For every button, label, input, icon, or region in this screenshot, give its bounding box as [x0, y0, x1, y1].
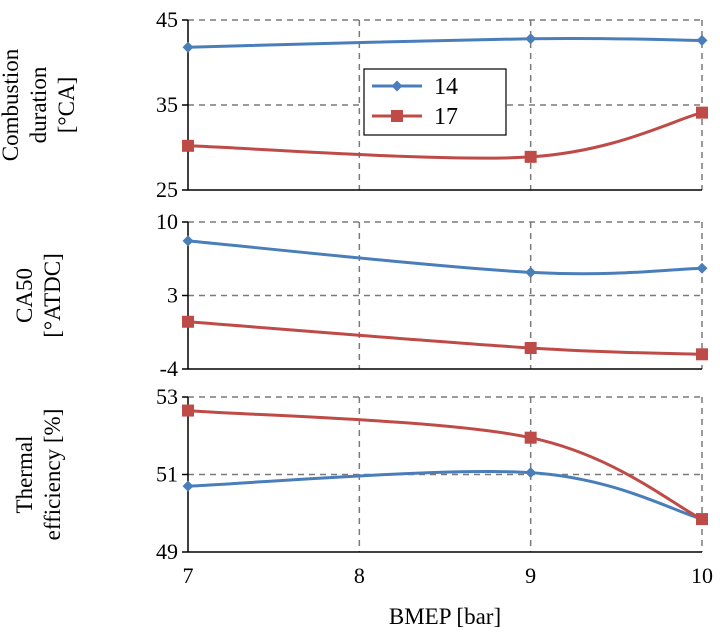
panel-2: -4 3 10 CA50 [°ATDC]	[12, 209, 708, 381]
data-point	[696, 34, 708, 46]
y-tick-label: 45	[156, 7, 178, 32]
data-point	[182, 404, 194, 417]
y-axis-title: Thermal efficiency [%]	[12, 409, 65, 541]
series-14	[182, 33, 708, 53]
x-axis-title: BMEP [bar]	[389, 604, 501, 629]
x-tick-label: 10	[691, 563, 713, 588]
y-tick-label: -4	[160, 356, 178, 381]
y-axis-title-line: Thermal	[12, 436, 37, 514]
y-axis-title: Combustion duration [°CA]	[0, 48, 79, 161]
legend-marker	[391, 80, 403, 92]
legend-marker	[391, 110, 403, 122]
legend-label: 17	[434, 104, 458, 130]
data-point	[525, 266, 537, 278]
panel-1: 25 35 45 Combustion duration [°CA]	[0, 7, 708, 202]
data-point	[524, 150, 537, 163]
series-14	[182, 235, 708, 278]
legend-entry-14: 14	[372, 74, 458, 100]
panel-3: 49 51 53 Thermal efficiency [%]	[12, 384, 708, 564]
series-17	[182, 106, 708, 163]
series-line	[187, 239, 703, 276]
y-tick-label: 25	[156, 177, 178, 202]
series-line	[187, 470, 703, 521]
y-tick-label: 49	[156, 539, 178, 564]
series-line	[187, 36, 703, 49]
series-line	[187, 320, 703, 356]
y-tick-label: 35	[156, 92, 178, 117]
y-axis-title-line: efficiency [%]	[40, 409, 65, 541]
data-point	[182, 41, 194, 53]
series-17	[182, 404, 708, 526]
data-point	[696, 262, 708, 274]
data-point	[182, 235, 194, 247]
y-axis-title-line: CA50	[12, 268, 37, 323]
series-line	[187, 111, 703, 160]
y-axis-title-line: [°CA]	[54, 77, 79, 133]
y-axis-title: CA50 [°ATDC]	[12, 253, 65, 338]
y-tick-label: 53	[156, 384, 178, 409]
data-point	[182, 139, 194, 152]
legend-box	[363, 68, 507, 136]
y-axis-title-line: duration	[26, 66, 51, 143]
data-point	[525, 33, 537, 45]
data-point	[696, 513, 708, 526]
x-tick-label: 7	[183, 563, 194, 588]
x-tick-label: 8	[354, 563, 365, 588]
x-tick-label: 9	[525, 563, 536, 588]
data-point	[182, 315, 194, 328]
data-point	[696, 106, 708, 119]
legend-entry-17: 17	[372, 104, 458, 130]
y-tick-label: 10	[156, 209, 178, 234]
data-point	[696, 348, 708, 361]
data-point	[182, 480, 194, 492]
series-17	[182, 315, 708, 361]
y-tick-label: 51	[156, 462, 178, 487]
y-axis-title-line: [°ATDC]	[40, 253, 65, 338]
y-axis-title-line: Combustion	[0, 48, 23, 161]
data-point	[525, 467, 537, 479]
series-line	[187, 409, 703, 521]
y-tick-label: 3	[167, 283, 178, 308]
x-axis: 7 8 9 10 BMEP [bar]	[183, 563, 714, 629]
data-point	[524, 342, 537, 354]
legend-label: 14	[434, 74, 458, 100]
data-point	[524, 431, 537, 444]
